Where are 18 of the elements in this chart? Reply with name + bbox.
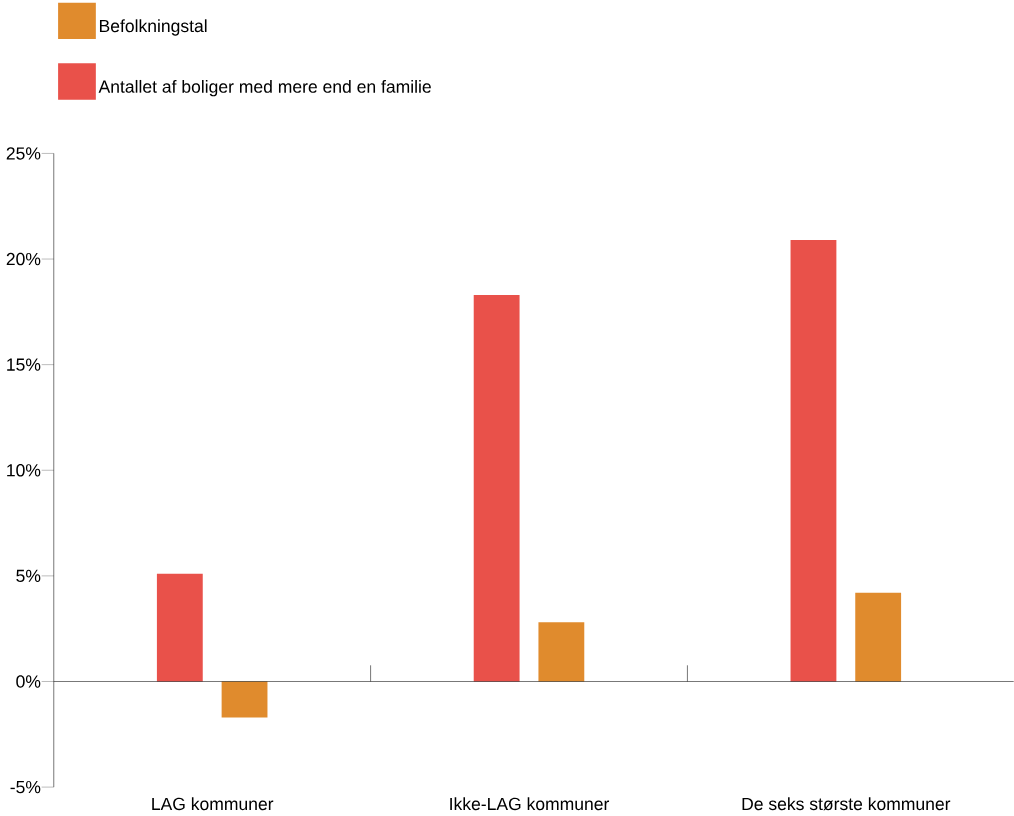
y-tick-label: 25% xyxy=(6,147,41,160)
legend-label: Befolkningstal xyxy=(99,19,207,36)
y-tick-label: 20% xyxy=(6,252,41,266)
bar xyxy=(538,622,585,682)
x-tick-label: Ikke-LAG kommuner xyxy=(450,797,610,811)
x-tick-label: De seks største kommuner xyxy=(742,797,951,811)
y-tick-label: 5% xyxy=(16,569,41,582)
bar xyxy=(221,681,268,718)
bar xyxy=(473,294,520,682)
x-tick-label: LAG kommuner xyxy=(152,797,274,811)
y-tick-label: 0% xyxy=(16,675,41,688)
y-tick-label: 15% xyxy=(7,358,41,371)
y-tick-label: 10% xyxy=(7,463,41,477)
legend-label: Antallet af boliger med mere end en familie xyxy=(98,79,431,97)
bar xyxy=(855,592,902,682)
bar xyxy=(156,573,203,682)
bar xyxy=(790,239,837,682)
y-tick-label: -5% xyxy=(10,780,41,794)
